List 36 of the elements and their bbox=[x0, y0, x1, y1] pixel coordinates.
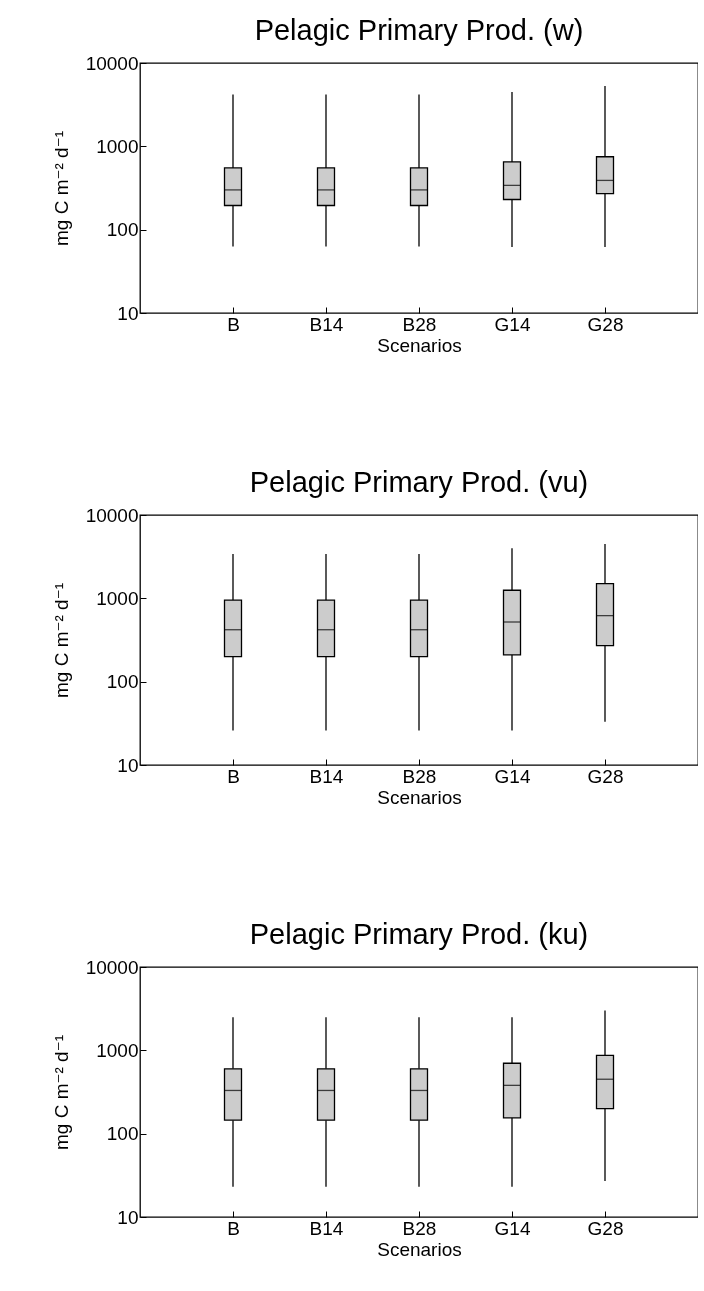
x-tick-label: B28 bbox=[402, 765, 437, 787]
x-tick-label: B14 bbox=[309, 765, 344, 787]
y-tick-label: 100 bbox=[106, 671, 139, 693]
x-axis-title: Scenarios bbox=[377, 334, 462, 356]
x-tick-label: B bbox=[227, 765, 240, 787]
y-tick-label: 10 bbox=[117, 302, 139, 324]
x-tick-label: G14 bbox=[494, 313, 531, 335]
x-tick-label: B bbox=[227, 1217, 240, 1239]
y-tick-label: 10 bbox=[117, 754, 139, 776]
y-axis-title: mg C m⁻² d⁻¹ bbox=[50, 582, 72, 699]
x-tick-label: G28 bbox=[587, 765, 624, 787]
y-tick-label: 10 bbox=[117, 1206, 139, 1228]
x-tick-label: G28 bbox=[587, 1217, 624, 1239]
y-tick-label: 100 bbox=[106, 219, 139, 241]
x-tick-label: B28 bbox=[402, 1217, 437, 1239]
y-tick-label: 10000 bbox=[85, 956, 139, 978]
y-tick-label: 1000 bbox=[96, 587, 139, 609]
y-tick-label: 10000 bbox=[85, 52, 139, 74]
x-axis-title: Scenarios bbox=[377, 1238, 462, 1260]
x-tick-label: B bbox=[227, 313, 240, 335]
x-axis-title: Scenarios bbox=[377, 786, 462, 808]
y-tick-label: 100 bbox=[106, 1123, 139, 1145]
x-tick-label: G28 bbox=[587, 313, 624, 335]
y-tick-label: 10000 bbox=[85, 504, 139, 526]
x-tick-label: G14 bbox=[494, 765, 531, 787]
chart-title: Pelagic Primary Prod. (ku) bbox=[249, 918, 589, 950]
y-axis-title: mg C m⁻² d⁻¹ bbox=[50, 130, 72, 247]
chart-title: Pelagic Primary Prod. (w) bbox=[254, 14, 584, 46]
x-tick-label: B14 bbox=[309, 1217, 344, 1239]
chart-title: Pelagic Primary Prod. (vu) bbox=[249, 466, 589, 498]
x-tick-label: G14 bbox=[494, 1217, 531, 1239]
x-tick-label: B28 bbox=[402, 313, 437, 335]
y-tick-label: 1000 bbox=[96, 135, 139, 157]
y-tick-label: 1000 bbox=[96, 1039, 139, 1061]
y-axis-title: mg C m⁻² d⁻¹ bbox=[50, 1034, 72, 1151]
x-tick-label: B14 bbox=[309, 313, 344, 335]
